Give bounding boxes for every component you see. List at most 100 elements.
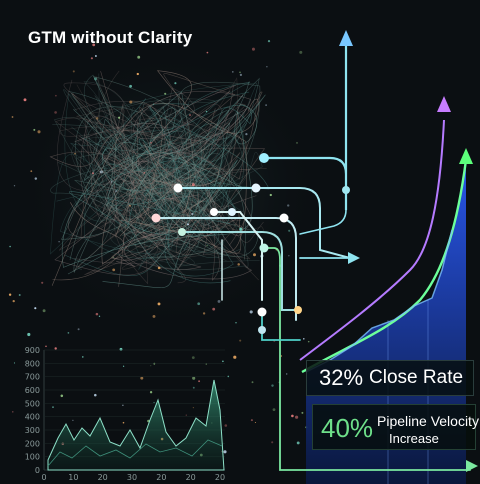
tangle-line [102, 98, 270, 251]
close-rate-value: 32% [319, 365, 364, 390]
scatter-dot [152, 103, 154, 105]
scatter-dot [129, 84, 133, 88]
tangle-line [68, 85, 248, 238]
y-tick-label: 300 [25, 426, 40, 435]
pipeline-velocity-value: 40% [321, 413, 374, 443]
tangle-line [103, 107, 241, 254]
close-rate-stat: 32% Close Rate [306, 360, 474, 396]
scatter-dot [33, 128, 36, 131]
tangle-line [76, 153, 223, 270]
scatter-dot [150, 365, 152, 367]
scatter-dot [251, 47, 256, 51]
scatter-dot [67, 332, 70, 334]
right-arrow-icon [348, 252, 360, 264]
y-tick-label: 600 [25, 386, 40, 395]
scatter-dot [198, 380, 201, 383]
tangle-line [50, 167, 225, 254]
scatter-dot [150, 141, 152, 144]
x-tick-label: 20 [156, 473, 166, 482]
scatter-dot [205, 363, 207, 365]
tangle-line [93, 130, 222, 256]
scatter-dot [60, 394, 64, 398]
scatter-dot [94, 55, 97, 57]
tangle-line [52, 98, 249, 271]
scatter-dot [291, 414, 294, 418]
scatter-dot [110, 181, 113, 183]
scatter-dot [99, 170, 103, 174]
tangle-line [80, 81, 251, 196]
scatter-dot [206, 51, 209, 54]
tangle-line [64, 76, 258, 222]
pipeline-velocity-label-line2: Increase [389, 431, 439, 446]
page-title: GTM without Clarity [28, 28, 193, 47]
scatter-dot [95, 312, 99, 316]
scatter-dot [301, 411, 304, 414]
scatter-dot [94, 393, 97, 397]
scatter-dot [92, 43, 96, 47]
tangled-lines [49, 70, 270, 288]
scatter-dot [227, 375, 230, 378]
tangle-line [56, 79, 233, 227]
scatter-dot [153, 401, 155, 404]
scatter-dot [189, 114, 191, 116]
scatter-dot [239, 227, 243, 231]
scatter-dot [303, 338, 305, 340]
scatter-dot [122, 421, 125, 424]
scatter-dot [296, 441, 300, 445]
tangle-line [67, 94, 266, 275]
tangle-line [75, 70, 233, 239]
scatter-dot [205, 110, 208, 113]
scatter-dot [191, 183, 195, 187]
tangle-line [69, 122, 231, 260]
scatter-dot [34, 307, 37, 310]
y-tick-label: 500 [25, 399, 40, 408]
tangle-line [74, 87, 195, 211]
tangle-line [64, 123, 248, 277]
scatter-dot [249, 310, 253, 314]
tangle-line [69, 160, 237, 235]
tangle-line [79, 85, 234, 221]
tangle-line [70, 70, 260, 265]
up-arrow-icon [339, 30, 353, 46]
scatter-dot [8, 293, 12, 296]
y-tick-label: 900 [25, 346, 40, 355]
scatter-dot [157, 302, 161, 306]
pipeline-velocity-stat: 40% Pipeline Velocity Increase [312, 404, 479, 450]
y-tick-label: 400 [25, 413, 40, 422]
scatter-dot [52, 406, 54, 408]
tangle-line [59, 104, 225, 194]
scatter-dot [95, 40, 99, 44]
scatter-dot [251, 381, 254, 384]
scatter-dot [98, 315, 101, 317]
scatter-dot [288, 229, 291, 232]
scatter-dot [245, 132, 248, 136]
scatter-dot [136, 72, 139, 76]
x-tick-label: 20 [186, 473, 196, 482]
tangle-line [51, 103, 247, 286]
scatter-dot [185, 414, 187, 416]
scatter-dot [74, 152, 76, 155]
tangle-line [58, 103, 243, 251]
tangle-line [54, 117, 220, 249]
tangle-line [61, 103, 258, 268]
scatter-dot [72, 419, 74, 422]
scatter-dot [187, 223, 189, 226]
scatter-dot [129, 204, 131, 207]
scatter-dot [95, 116, 99, 120]
scatter-dot [23, 98, 27, 102]
scatter-dot [271, 384, 274, 387]
scatter-dot [191, 356, 195, 359]
scatter-dot [143, 172, 145, 174]
scatter-dot [280, 355, 283, 357]
scatter-dot [42, 309, 46, 313]
scatter-dot [269, 193, 272, 197]
scatter-dot [288, 255, 290, 257]
scatter-dot [250, 419, 253, 422]
scatter-dot [118, 116, 121, 119]
scatter-dot [202, 312, 206, 315]
scatter-dot [9, 245, 11, 248]
scatter-dot [287, 204, 290, 207]
scatter-dot [34, 177, 38, 180]
x-tick-label: 10 [68, 473, 78, 482]
right-arrow-icon [466, 460, 478, 472]
